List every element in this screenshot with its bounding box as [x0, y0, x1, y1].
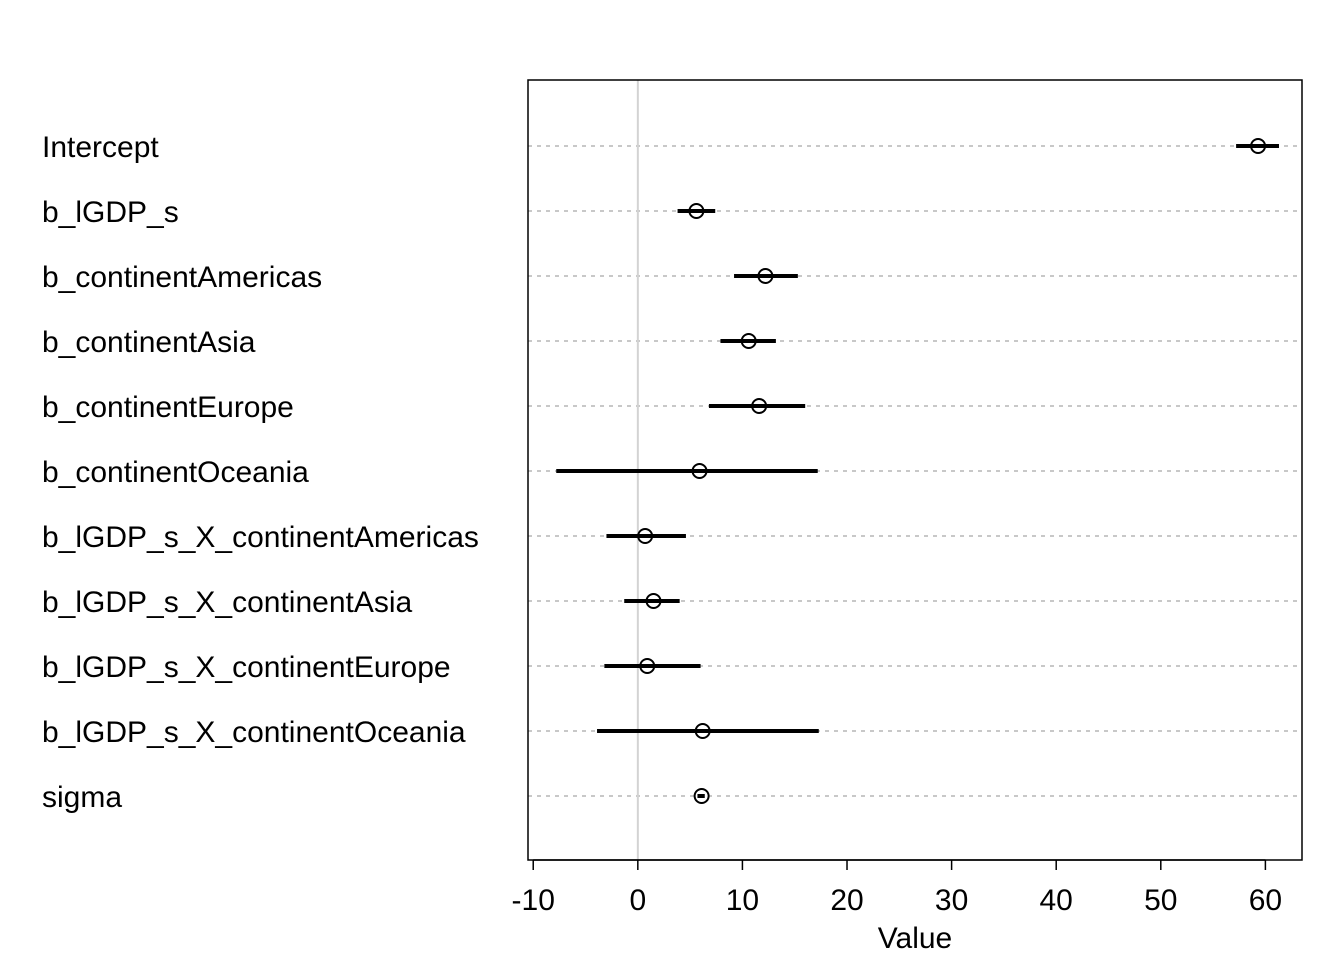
- row-label: b_lGDP_s_X_continentAmericas: [42, 521, 479, 554]
- x-tick-label: 0: [629, 884, 646, 917]
- estimate-point: [639, 658, 656, 674]
- estimate-points: [637, 138, 1267, 804]
- x-axis: -10 0 10 20 30 40 50 60: [512, 859, 1282, 917]
- estimate-point: [691, 463, 708, 479]
- x-tick-label: 10: [726, 884, 759, 917]
- row-label: b_lGDP_s_X_continentEurope: [42, 651, 451, 684]
- estimate-point: [694, 723, 711, 739]
- x-tick-label: 40: [1040, 884, 1073, 917]
- estimate-point: [757, 268, 774, 284]
- estimate-point: [1250, 138, 1267, 154]
- row-label: Intercept: [42, 131, 159, 164]
- x-tick-label: -10: [512, 884, 555, 917]
- row-label: b_continentEurope: [42, 391, 294, 424]
- row-label: b_lGDP_s_X_continentAsia: [42, 586, 413, 619]
- row-label: b_continentAsia: [42, 326, 256, 359]
- estimate-point: [645, 593, 662, 609]
- row-labels: Intercept b_lGDP_s b_continentAmericas b_co…: [42, 131, 479, 814]
- interval-lines: [556, 144, 1279, 798]
- estimate-point: [637, 528, 654, 544]
- estimate-point: [688, 203, 705, 219]
- row-label: b_continentOceania: [42, 456, 309, 489]
- x-tick-label: 20: [830, 884, 863, 917]
- x-tick-label: 50: [1144, 884, 1177, 917]
- estimate-point: [751, 398, 768, 414]
- estimate-point: [693, 788, 710, 804]
- estimate-point: [740, 333, 757, 349]
- x-tick-label: 30: [935, 884, 968, 917]
- x-tick-label: 60: [1249, 884, 1282, 917]
- row-label: sigma: [42, 781, 122, 814]
- x-axis-title: Value: [878, 922, 953, 955]
- row-label: b_lGDP_s_X_continentOceania: [42, 716, 466, 749]
- row-label: b_continentAmericas: [42, 261, 322, 294]
- row-label: b_lGDP_s: [42, 196, 179, 229]
